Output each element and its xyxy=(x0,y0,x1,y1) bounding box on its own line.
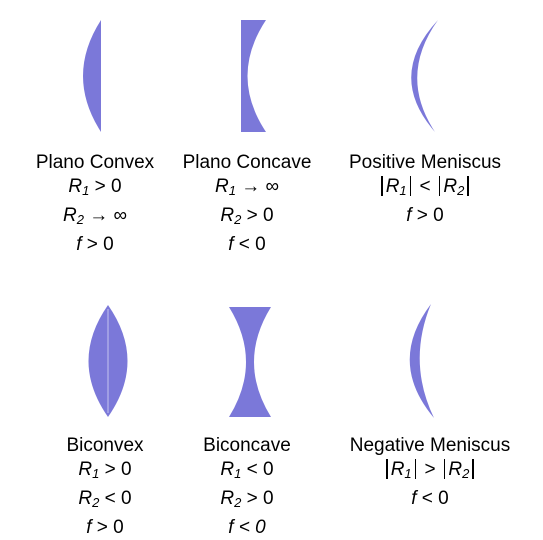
focal-condition: f > 0 xyxy=(86,517,124,538)
positive-meniscus-label: Positive Meniscus R1 < R2 f > 0 xyxy=(335,152,515,228)
biconvex-lens xyxy=(85,303,133,421)
biconvex-label: Biconvex R1 > 0 R2 < 0 f > 0 xyxy=(35,435,175,540)
lens-name: Biconvex xyxy=(66,435,144,456)
biconcave-lens xyxy=(227,305,275,421)
lens-name: Plano Convex xyxy=(35,152,155,173)
radius-comparison: R1 > R2 xyxy=(330,457,530,486)
negative-meniscus-label: Negative Meniscus R1 > R2 f < 0 xyxy=(330,435,530,511)
focal-condition: f < 0 xyxy=(228,517,266,538)
r2-condition: R2 > 0 xyxy=(220,488,274,510)
biconcave-shape xyxy=(229,307,271,417)
r2-condition: R2 < 0 xyxy=(78,488,132,510)
biconcave-label: Biconcave R1 < 0 R2 > 0 f < 0 xyxy=(177,435,317,540)
r1-condition: R1 → ∞ xyxy=(214,176,280,198)
plano-convex-label: Plano Convex R1 > 0 R2 → ∞ f > 0 xyxy=(25,152,165,257)
r1-condition: R1 > 0 xyxy=(68,176,122,198)
r1-condition: R1 < 0 xyxy=(220,459,274,481)
negative-meniscus-lens xyxy=(401,302,441,422)
lens-name: Positive Meniscus xyxy=(348,152,502,173)
negative-meniscus-shape xyxy=(409,304,434,418)
plano-concave-shape xyxy=(241,20,266,132)
plano-concave-label: Plano Concave R1 → ∞ R2 > 0 f < 0 xyxy=(172,152,322,257)
plano-convex-shape xyxy=(83,20,101,132)
r2-condition: R2 > 0 xyxy=(220,205,274,227)
focal-condition: f < 0 xyxy=(228,234,266,255)
positive-meniscus-lens xyxy=(402,18,442,136)
positive-meniscus-shape xyxy=(411,20,438,132)
radius-comparison: R1 < R2 xyxy=(335,174,515,203)
lens-name: Plano Concave xyxy=(182,152,312,173)
plano-concave-lens xyxy=(237,18,277,136)
lens-name: Negative Meniscus xyxy=(349,435,511,456)
plano-convex-lens xyxy=(75,18,115,136)
r2-condition: R2 → ∞ xyxy=(62,205,128,227)
focal-condition: f < 0 xyxy=(411,488,449,509)
focal-condition: f > 0 xyxy=(76,234,114,255)
lens-name: Biconcave xyxy=(203,435,291,456)
focal-condition: f > 0 xyxy=(406,205,444,226)
r1-condition: R1 > 0 xyxy=(78,459,132,481)
